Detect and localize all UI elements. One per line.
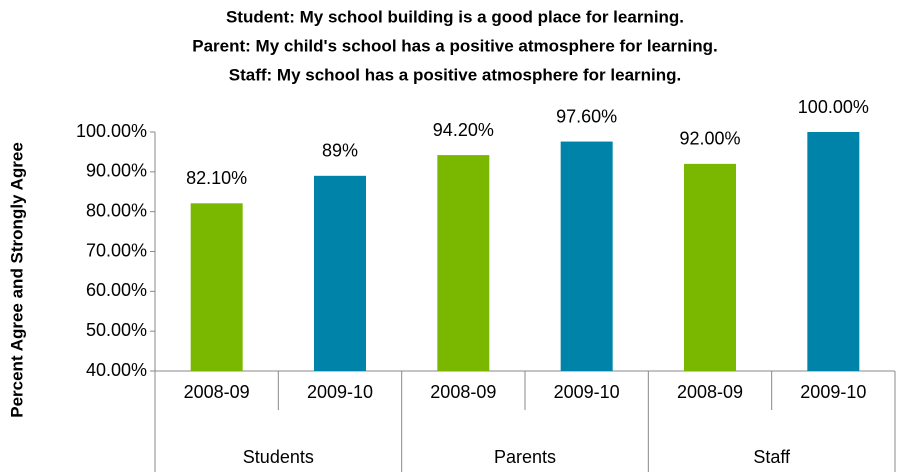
value-label: 82.10% — [186, 168, 247, 188]
x-tick-label: 2009-10 — [307, 382, 373, 402]
y-axis-label: Percent Agree and Strongly Agree — [7, 142, 26, 418]
bar — [314, 175, 366, 371]
x-tick-label: 2008-09 — [677, 382, 743, 402]
value-label: 97.60% — [556, 106, 617, 126]
group-label: Staff — [753, 447, 791, 467]
group-label: Parents — [494, 447, 556, 467]
y-tick-label: 50.00% — [86, 320, 147, 340]
value-label: 100.00% — [798, 97, 869, 117]
chart-title: Staff: My school has a positive atmosphe… — [229, 65, 681, 84]
x-tick-label: 2009-10 — [800, 382, 866, 402]
y-tick-label: 60.00% — [86, 280, 147, 300]
value-label: 94.20% — [433, 120, 494, 140]
chart-title: Student: My school building is a good pl… — [226, 7, 684, 26]
bar — [807, 132, 860, 371]
bar — [437, 155, 490, 371]
y-tick-label: 80.00% — [86, 200, 147, 220]
y-tick-label: 100.00% — [76, 121, 147, 141]
x-tick-label: 2009-10 — [554, 382, 620, 402]
y-tick-label: 70.00% — [86, 240, 147, 260]
group-label: Students — [243, 447, 314, 467]
value-label: 89% — [322, 141, 358, 161]
y-tick-label: 40.00% — [86, 360, 147, 380]
y-tick-label: 90.00% — [86, 161, 147, 181]
x-tick-label: 2008-09 — [430, 382, 496, 402]
value-label: 92.00% — [679, 129, 740, 149]
x-tick-label: 2008-09 — [184, 382, 250, 402]
chart-title: Parent: My child's school has a positive… — [192, 36, 718, 55]
bar — [190, 203, 243, 371]
bar — [560, 141, 613, 371]
bar — [684, 163, 736, 371]
